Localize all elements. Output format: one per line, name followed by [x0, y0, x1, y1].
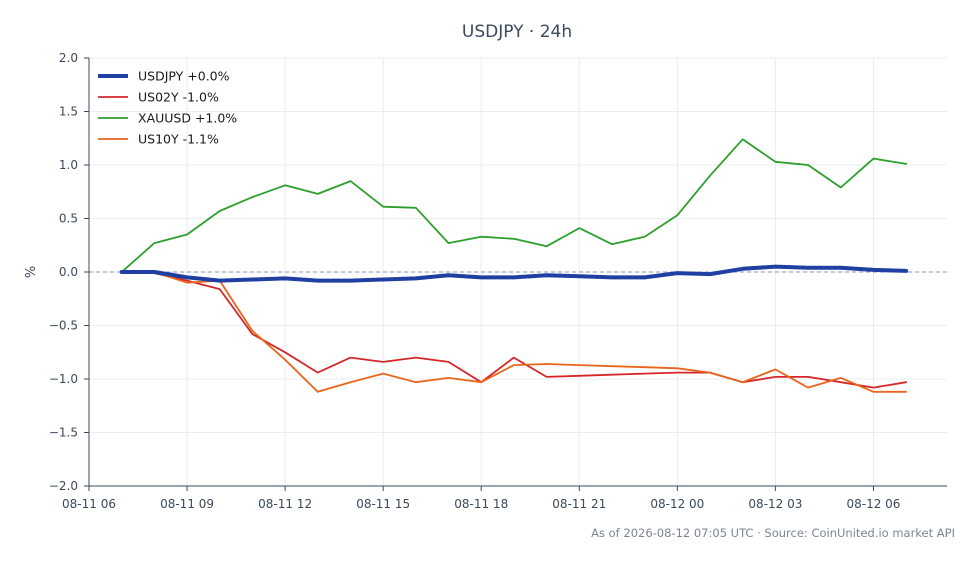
x-tick-label: 08-11 09 — [160, 497, 214, 511]
y-tick-label: −1.5 — [49, 426, 78, 440]
x-tick-label: 08-11 21 — [552, 497, 606, 511]
x-axis-ticks: 08-11 06 08-11 09 08-11 12 08-11 15 08-11 18… — [62, 486, 900, 511]
y-axis-label: % — [24, 266, 39, 278]
x-tick-label: 08-12 00 — [650, 497, 704, 511]
x-tick-label: 08-12 06 — [846, 497, 900, 511]
legend-label: US10Y -1.1% — [138, 132, 219, 147]
legend-label: XAUUSD +1.0% — [138, 111, 237, 126]
y-tick-label: −0.5 — [49, 319, 78, 333]
x-tick-label: 08-11 12 — [258, 497, 312, 511]
y-tick-label: 0.5 — [59, 212, 78, 226]
y-tick-label: 1.0 — [59, 158, 78, 172]
series-line-3 — [120, 271, 907, 393]
y-tick-label: −2.0 — [49, 479, 78, 493]
y-tick-label: 0.0 — [59, 265, 78, 279]
x-tick-label: 08-11 18 — [454, 497, 508, 511]
series-line-2 — [120, 138, 907, 273]
y-axis-ticks: 2.0 1.5 1.0 0.5 0.0 −0.5 −1.0 −1.5 −2.0 — [49, 51, 89, 493]
y-tick-label: 2.0 — [59, 51, 78, 65]
legend: USDJPY +0.0% US02Y -1.0% XAUUSD +1.0% US10Y… — [98, 69, 237, 147]
source-footer: As of 2026-08-12 07:05 UTC · Source: Coi… — [591, 526, 955, 540]
chart-title: USDJPY · 24h — [462, 22, 572, 42]
x-tick-label: 08-12 03 — [748, 497, 802, 511]
y-tick-label: 1.5 — [59, 105, 78, 119]
x-tick-label: 08-11 15 — [356, 497, 410, 511]
x-tick-label: 08-11 06 — [62, 497, 116, 511]
legend-label: USDJPY +0.0% — [138, 69, 230, 84]
legend-label: US02Y -1.0% — [138, 90, 219, 105]
series-line-1 — [120, 271, 907, 389]
y-tick-label: −1.0 — [49, 372, 78, 386]
series-line-0 — [119, 264, 909, 283]
series-lines — [119, 138, 909, 393]
